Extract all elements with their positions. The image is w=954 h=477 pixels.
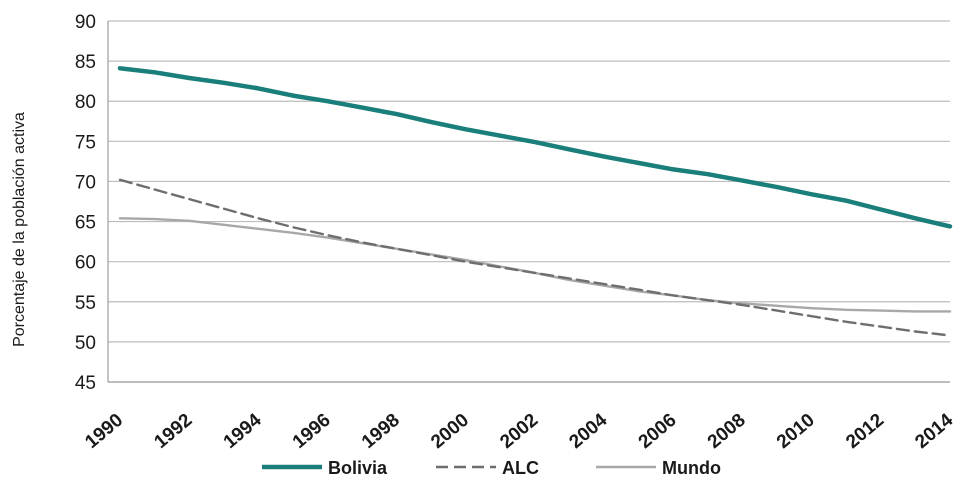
x-tick-label: 1994	[220, 409, 266, 453]
y-tick-label: 80	[75, 92, 96, 113]
y-tick-label: 45	[75, 373, 96, 394]
series-line-bolivia	[120, 68, 950, 226]
x-tick-label: 1992	[150, 410, 196, 453]
y-tick-label: 90	[75, 12, 96, 33]
x-tick-label: 1998	[358, 410, 404, 453]
x-tick-label: 1996	[289, 410, 335, 453]
x-tick-label: 2014	[911, 409, 954, 453]
y-axis-title: Porcentaje de la población activa	[11, 112, 28, 347]
y-axis-ticks: 45 50 55 60 65 70 75 80 85 90	[75, 12, 96, 394]
x-axis-ticks: 1990 1992 1994 1996 1998 2000 2002 2004 2006 2008…	[81, 409, 954, 453]
x-tick-label: 2008	[704, 410, 750, 453]
series-line-alc	[120, 180, 950, 336]
y-tick-label: 75	[75, 132, 96, 153]
legend-label-alc: ALC	[502, 458, 539, 477]
x-tick-label: 2010	[773, 410, 819, 453]
x-tick-label: 2000	[427, 410, 473, 453]
x-tick-label: 1990	[81, 410, 127, 453]
legend: Bolivia ALC Mundo	[262, 458, 721, 477]
grid-lines	[108, 21, 950, 382]
axes	[108, 21, 950, 382]
x-tick-label: 2012	[842, 410, 888, 453]
x-tick-label: 2002	[496, 410, 542, 453]
legend-label-mundo: Mundo	[662, 458, 721, 477]
y-tick-label: 60	[75, 253, 96, 274]
y-tick-label: 85	[75, 52, 96, 73]
y-tick-label: 65	[75, 213, 96, 234]
y-tick-label: 55	[75, 293, 96, 314]
legend-label-bolivia: Bolivia	[328, 458, 388, 477]
x-tick-label: 2006	[635, 410, 681, 453]
series-line-mundo	[120, 218, 950, 311]
y-tick-label: 50	[75, 333, 96, 354]
series-lines	[120, 68, 950, 335]
y-tick-label: 70	[75, 172, 96, 193]
x-tick-label: 2004	[565, 409, 611, 453]
